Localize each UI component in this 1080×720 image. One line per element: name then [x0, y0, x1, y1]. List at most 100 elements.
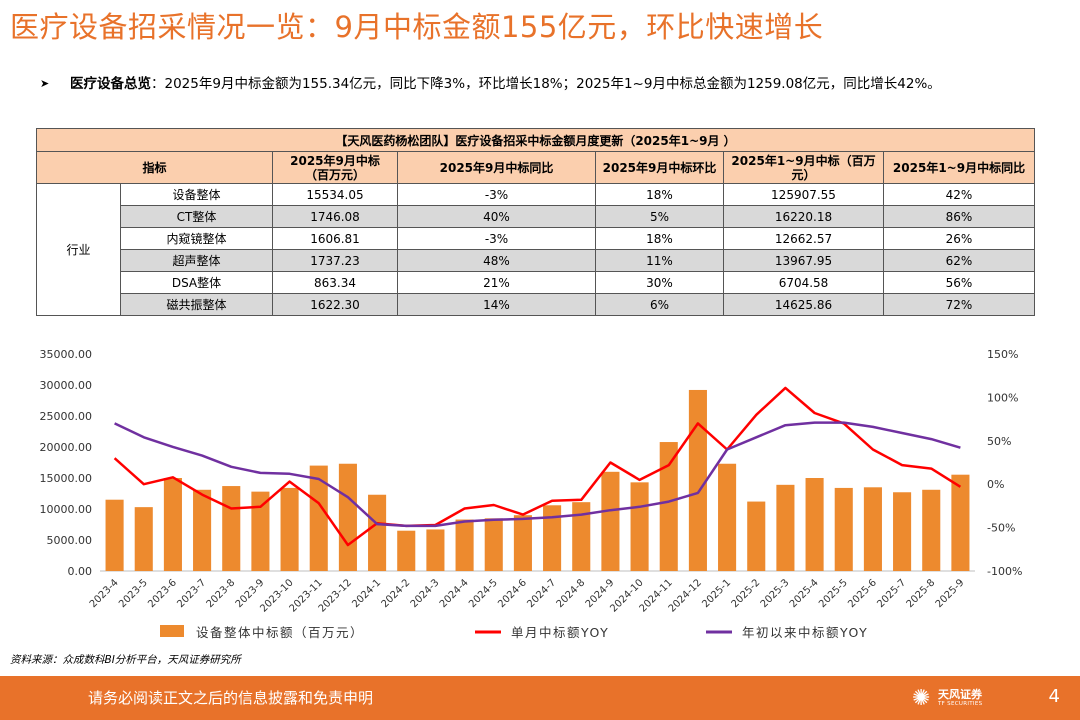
x-tick-label: 2025-9 — [934, 577, 967, 610]
bar — [922, 489, 941, 571]
bar — [513, 515, 532, 571]
table-cell-amount: 1746.08 — [272, 205, 398, 228]
monthly-yoy-line — [113, 386, 962, 547]
bar — [688, 389, 707, 571]
x-tick-label: 2025-1 — [700, 577, 733, 610]
bar — [484, 518, 503, 571]
bidding-chart: 0.00 5000.00 10000.00 15000.00 20000.00 25000… — [40, 348, 1023, 640]
table-cell-ytd-yoy: 62% — [883, 249, 1035, 272]
bar — [455, 519, 474, 571]
y-left-tick-label: 0.00 — [68, 565, 93, 578]
legend-label: 年初以来中标额YOY — [742, 625, 868, 640]
table-cell-name: 磁共振整体 — [120, 293, 273, 316]
bar — [572, 502, 591, 571]
table-row: 内窥镜整体 1606.81 -3% 18% 12662.57 26% — [37, 227, 1035, 250]
bar — [718, 463, 737, 571]
y-right-tick-label: 0% — [987, 478, 1004, 491]
arrow-bullet-icon: ➤ — [40, 77, 50, 90]
table-cell-ytd: 14625.86 — [723, 293, 884, 316]
table-cell-mom: 5% — [595, 205, 724, 228]
ytd-yoy-line — [114, 421, 961, 528]
table-cell-ytd-yoy: 26% — [883, 227, 1035, 250]
bar — [951, 474, 970, 571]
bar — [776, 484, 795, 571]
table-cell-amount: 1737.23 — [272, 249, 398, 272]
table-cell-amount: 1606.81 — [272, 227, 398, 250]
table-cell-mom: 18% — [595, 227, 724, 250]
x-tick-label: 2025-7 — [875, 577, 908, 610]
table-row: DSA整体 863.34 21% 30% 6704.58 56% — [37, 271, 1035, 294]
x-tick-label: 2025-5 — [817, 577, 850, 610]
bar — [747, 501, 766, 571]
y-left-tick-label: 10000.00 — [40, 503, 93, 516]
table-cell-ytd: 12662.57 — [723, 227, 884, 250]
table-cell-yoy: -3% — [397, 227, 596, 250]
bar — [134, 507, 153, 571]
bar — [426, 529, 445, 571]
table-cell-ytd: 6704.58 — [723, 271, 884, 294]
table-row: CT整体 1746.08 40% 5% 16220.18 86% — [37, 205, 1035, 228]
y-left-tick-label: 5000.00 — [47, 534, 93, 547]
x-tick-label: 2025-6 — [846, 577, 879, 610]
bar — [309, 465, 328, 571]
y-right-tick-label: 100% — [987, 391, 1018, 404]
table-cell-mom: 6% — [595, 293, 724, 316]
table-header-mom: 2025年9月中标环比 — [595, 151, 724, 184]
y-left-tick-label: 20000.00 — [40, 441, 93, 454]
bar — [863, 487, 882, 571]
legend-swatch-bar — [160, 625, 184, 637]
bar — [222, 486, 241, 571]
legend-label: 设备整体中标额（百万元） — [196, 625, 364, 640]
table-header-amount: 2025年9月中标 （百万元） — [272, 151, 398, 184]
bar — [805, 478, 824, 571]
x-tick-label: 2025-3 — [759, 577, 792, 610]
bar — [601, 471, 620, 571]
table-cell-ytd-yoy: 56% — [883, 271, 1035, 294]
table-cell-name: 内窥镜整体 — [120, 227, 273, 250]
table-cell-mom: 18% — [595, 183, 724, 206]
table-header-yoy: 2025年9月中标同比 — [397, 151, 596, 184]
logo-name: 天风证券 — [938, 688, 982, 701]
x-tick-label: 2023-5 — [117, 577, 150, 610]
bar — [163, 478, 182, 571]
bar — [834, 487, 853, 571]
bar — [105, 499, 124, 571]
table-cell-name: 设备整体 — [120, 183, 273, 206]
logo-english: TF SECURITIES — [938, 701, 983, 707]
bar — [630, 482, 649, 571]
footer-bar: 请务必阅读正文之后的信息披露和免责申明 ✺ 天风证券 TF SECURITIES… — [0, 676, 1080, 720]
x-tick-label: 2025-8 — [905, 577, 938, 610]
y-right-tick-label: -50% — [987, 522, 1015, 535]
table-row: 磁共振整体 1622.30 14% 6% 14625.86 72% — [37, 293, 1035, 316]
x-tick-label: 2024-1 — [350, 577, 383, 610]
table-row: 超声整体 1737.23 48% 11% 13967.95 62% — [37, 249, 1035, 272]
y-left-tick-label: 15000.00 — [40, 472, 93, 485]
legend-label: 单月中标额YOY — [511, 625, 609, 640]
bar — [193, 489, 212, 571]
y-left-tick-label: 30000.00 — [40, 379, 93, 392]
table-cell-yoy: 21% — [397, 271, 596, 294]
table-cell-yoy: 40% — [397, 205, 596, 228]
table-cell-name: DSA整体 — [120, 271, 273, 294]
table-row: 行业 设备整体 15534.05 -3% 18% 125907.55 42% — [36, 183, 1035, 316]
table-cell-ytd-yoy: 42% — [883, 183, 1035, 206]
table-cell-ytd-yoy: 72% — [883, 293, 1035, 316]
summary-label: 医疗设备总览 — [70, 76, 151, 92]
bar — [338, 463, 357, 571]
table-cell-ytd: 13967.95 — [723, 249, 884, 272]
y-right-tick-label: 150% — [987, 348, 1018, 361]
bar — [659, 442, 678, 571]
bar — [368, 494, 387, 571]
bidding-table: 【天风医药杨松团队】医疗设备招采中标金额月度更新（2025年1~9月 ） 指标 … — [36, 128, 1035, 316]
table-cell-amount: 1622.30 — [272, 293, 398, 316]
y-left-tick-label: 35000.00 — [40, 348, 93, 361]
x-tick-label: 2024-8 — [555, 577, 588, 610]
table-header-indicator: 指标 — [36, 151, 273, 184]
disclaimer-notice: 请务必阅读正文之后的信息披露和免责申明 — [88, 689, 374, 707]
bar — [543, 505, 562, 571]
bar — [893, 492, 912, 571]
table-cell-yoy: -3% — [397, 183, 596, 206]
page-number: 4 — [1048, 686, 1060, 707]
x-tick-label: 2024-3 — [409, 577, 442, 610]
x-tick-label: 2024-2 — [380, 577, 413, 610]
